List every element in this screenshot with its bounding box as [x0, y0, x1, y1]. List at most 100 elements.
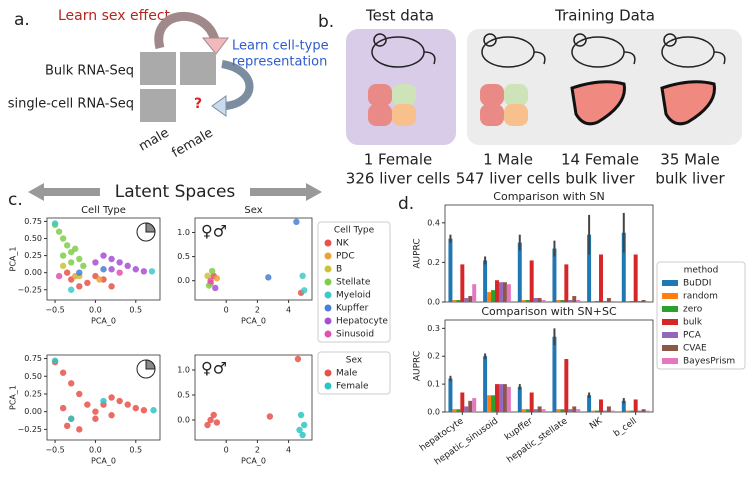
y-tick-label: 0.0 [177, 416, 190, 425]
point [116, 397, 123, 405]
bar [498, 282, 503, 302]
bar [602, 410, 607, 412]
point [301, 421, 308, 429]
point [59, 404, 67, 412]
bar [464, 298, 469, 302]
x-tick-label: 4 [286, 306, 291, 315]
caption: 1 Female [364, 151, 433, 169]
bar [629, 301, 634, 302]
bar [602, 301, 607, 302]
legend-label: Kupffer [336, 304, 369, 314]
point [84, 279, 91, 287]
y-tick-label: 0.0 [427, 408, 440, 417]
y-tick-label: 0.0 [177, 276, 190, 285]
point [68, 380, 75, 387]
y-tick-label: 0.5 [177, 391, 190, 400]
mouse-icons [371, 33, 726, 68]
unknown: ? [194, 96, 202, 112]
bar [452, 409, 457, 412]
caption: 547 liver cells [456, 170, 561, 188]
point [59, 235, 67, 242]
bar [498, 384, 503, 412]
bar [587, 395, 592, 412]
bar [564, 359, 569, 412]
annotation: ♀♂ [201, 222, 227, 241]
point [100, 397, 107, 405]
chart-title: Sex [244, 205, 262, 216]
point [68, 259, 75, 266]
bar [541, 300, 546, 302]
bar [452, 300, 457, 302]
point [301, 287, 308, 294]
bar [599, 399, 603, 412]
chart-title: Comparison with SN [493, 190, 604, 203]
x-tick-label: 4 [286, 446, 291, 455]
point [55, 272, 63, 280]
point [76, 283, 83, 290]
annotation: representation [232, 55, 327, 70]
bar [448, 378, 453, 412]
point [76, 269, 83, 276]
legend-label: Stellate [336, 278, 371, 288]
point [266, 413, 274, 420]
bar [491, 395, 496, 412]
point [51, 357, 59, 364]
bar [641, 409, 646, 412]
point [63, 422, 71, 430]
arrow-head [201, 37, 229, 55]
point [299, 272, 306, 280]
legend-label: BuDDI [683, 279, 711, 289]
bar [637, 301, 642, 302]
point [150, 407, 157, 414]
caption: 14 Female [561, 151, 639, 169]
bar [502, 384, 507, 412]
y-tick-label: 0.1 [427, 380, 440, 389]
row-label: Bulk RNA-Seq [45, 64, 134, 79]
point [80, 262, 87, 270]
bar [606, 298, 611, 302]
bar [556, 300, 561, 302]
bar [456, 409, 461, 412]
y-tick-label: 0.50 [24, 234, 42, 243]
y-tick-label: 1.0 [177, 228, 190, 237]
point [55, 228, 63, 235]
point [265, 274, 272, 281]
x-tick-label: 0 [224, 306, 229, 315]
legend-marker [324, 317, 332, 325]
column-label: male [136, 126, 171, 155]
y-tick-label: −0.25 [17, 285, 42, 294]
legend-label: bulk [683, 318, 703, 328]
y-tick-label: 0.0 [427, 298, 440, 307]
group-title: Test data [365, 7, 434, 25]
x-tick-label: b_cell [612, 416, 639, 439]
bar [587, 234, 592, 302]
point [207, 416, 214, 424]
x-tick-label: hepatic_sinusoid [433, 416, 500, 467]
heading: Latent Spaces [115, 182, 236, 202]
legend-marker [324, 304, 332, 312]
bar [595, 410, 600, 412]
point [63, 269, 71, 276]
panel-label: b. [318, 12, 334, 32]
plot-frame [46, 354, 161, 441]
y-tick-label: −0.25 [17, 425, 42, 434]
bar [529, 392, 534, 412]
legend-marker [324, 265, 332, 273]
pie-icon [136, 359, 156, 379]
legend-title: Sex [346, 356, 363, 366]
legend-label: BayesPrism [683, 357, 735, 367]
point [296, 426, 303, 434]
x-axis-label: PCA_0 [91, 317, 116, 326]
point [140, 407, 148, 414]
annotation: ♀♂ [201, 359, 227, 378]
bar [502, 282, 507, 302]
legend-box [317, 221, 391, 343]
point [59, 252, 67, 259]
point [108, 266, 115, 273]
row-label: single-cell RNA-Seq [8, 97, 134, 112]
legend-swatch [662, 319, 678, 325]
point [59, 262, 67, 270]
x-tick-label: 2 [255, 306, 260, 315]
point [204, 272, 211, 280]
point [108, 255, 115, 263]
